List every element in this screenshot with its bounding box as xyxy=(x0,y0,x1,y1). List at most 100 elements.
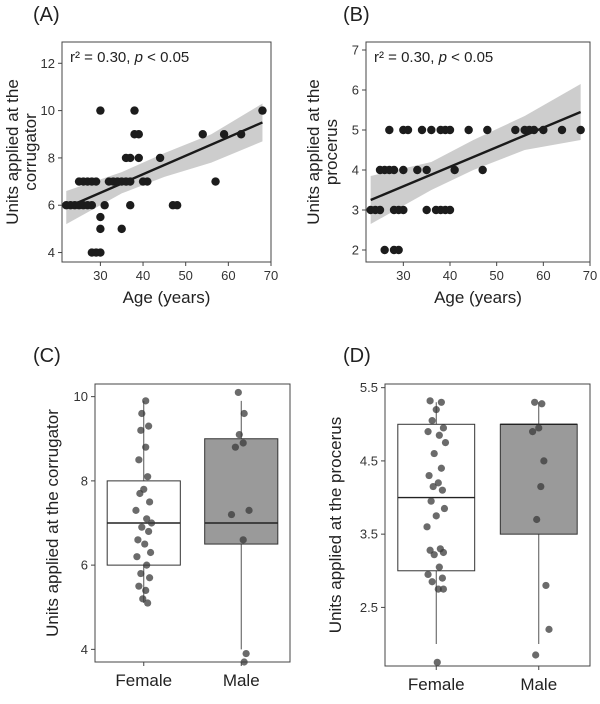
data-point xyxy=(144,599,152,607)
regression-line xyxy=(370,110,582,202)
data-point xyxy=(239,439,247,447)
data-point xyxy=(545,625,553,633)
data-point xyxy=(413,165,422,175)
data-point xyxy=(478,165,487,175)
annotation-box xyxy=(368,44,552,70)
y-axis-title-line: procerus xyxy=(322,119,341,185)
panel-label: (A) xyxy=(33,4,60,26)
data-point xyxy=(380,245,389,255)
data-point xyxy=(483,125,492,135)
data-point xyxy=(434,479,442,487)
data-point xyxy=(531,398,539,406)
data-point xyxy=(427,497,435,505)
data-point xyxy=(464,125,473,135)
box xyxy=(499,423,578,535)
data-point xyxy=(375,205,385,215)
data-point xyxy=(389,165,399,175)
data-point xyxy=(138,523,146,531)
x-tick-label: 50 xyxy=(178,268,192,283)
data-point xyxy=(144,473,152,481)
data-point xyxy=(432,512,440,520)
data-point xyxy=(434,585,442,593)
y-axis-title-line: corrugator xyxy=(21,113,40,191)
x-tick-label: 70 xyxy=(264,268,278,283)
data-point xyxy=(91,177,101,186)
data-point xyxy=(198,130,207,139)
data-point xyxy=(126,201,135,210)
x-category-label: Male xyxy=(520,675,557,694)
data-point xyxy=(138,409,146,418)
data-point xyxy=(539,125,548,135)
data-point xyxy=(540,457,548,465)
data-point xyxy=(134,130,143,139)
data-point xyxy=(132,506,140,514)
panel-b: (B) 2 3 4 5 6 7 Units applied at the procerus 30 4… xyxy=(304,4,597,307)
y-tick-label: 7 xyxy=(352,43,359,58)
data-point xyxy=(134,536,142,544)
data-point xyxy=(240,409,248,418)
y-tick-label: 6 xyxy=(352,83,359,98)
data-point xyxy=(234,388,242,397)
annotation-threshold: < 0.05 xyxy=(447,49,493,66)
box xyxy=(204,438,279,545)
y-tick-label: 8 xyxy=(48,150,55,165)
data-point xyxy=(445,125,455,135)
data-point xyxy=(100,201,109,210)
data-point xyxy=(394,245,403,255)
x-category-label: Female xyxy=(115,671,172,690)
y-tick-label: 5.5 xyxy=(360,380,378,395)
annotation-p: p xyxy=(134,49,143,66)
x-tick-label: 30 xyxy=(396,268,410,283)
data-point xyxy=(137,569,145,578)
x-tick-label: 60 xyxy=(221,268,235,283)
data-point xyxy=(557,125,567,135)
panel-label: (C) xyxy=(33,345,61,367)
data-point xyxy=(576,125,585,135)
data-point xyxy=(96,212,105,222)
data-point xyxy=(427,125,436,135)
data-point xyxy=(399,205,408,215)
data-point xyxy=(423,523,431,531)
annotation-stat: r² = 0.30, xyxy=(374,49,439,66)
data-point xyxy=(235,430,243,439)
data-point xyxy=(532,651,540,659)
data-point xyxy=(424,570,432,579)
x-tick-label: 50 xyxy=(489,268,503,283)
data-point xyxy=(435,431,443,439)
data-point xyxy=(139,595,147,603)
data-point xyxy=(450,165,459,175)
data-point xyxy=(385,125,394,135)
data-point xyxy=(425,471,433,480)
data-point xyxy=(126,153,135,163)
panel-c: (C) 4 6 8 10 Units applied at the corrugator F… xyxy=(33,345,291,690)
x-tick-label: 40 xyxy=(136,268,150,283)
fit-annotation: r² = 0.30, p < 0.05 xyxy=(374,49,493,66)
data-point xyxy=(538,400,546,408)
y-axis-title-line: Units applied at the xyxy=(3,79,22,225)
data-point xyxy=(143,515,151,523)
data-point xyxy=(440,504,449,513)
annotation-threshold: < 0.05 xyxy=(143,49,189,66)
data-point xyxy=(439,548,448,557)
x-tick-label: 60 xyxy=(536,268,550,283)
panel-label: (B) xyxy=(343,4,370,26)
y-tick-label: 4 xyxy=(48,245,55,260)
data-point xyxy=(428,578,436,586)
annotation-p: p xyxy=(438,49,447,66)
y-tick-label: 3.5 xyxy=(360,527,378,542)
data-point xyxy=(529,428,537,436)
y-tick-label: 5 xyxy=(352,123,359,138)
panel-d: (D) 2.5 3.5 4.5 5.5 Units applied at the proc… xyxy=(326,345,591,694)
panel-label: (D) xyxy=(343,345,371,367)
x-category-label: Female xyxy=(408,675,465,694)
data-point xyxy=(537,482,545,491)
data-point xyxy=(529,125,539,135)
regression-line xyxy=(65,121,263,209)
data-point xyxy=(126,177,135,186)
data-point xyxy=(437,398,445,406)
data-point xyxy=(441,438,450,447)
data-point xyxy=(236,130,246,139)
data-point xyxy=(239,536,247,544)
